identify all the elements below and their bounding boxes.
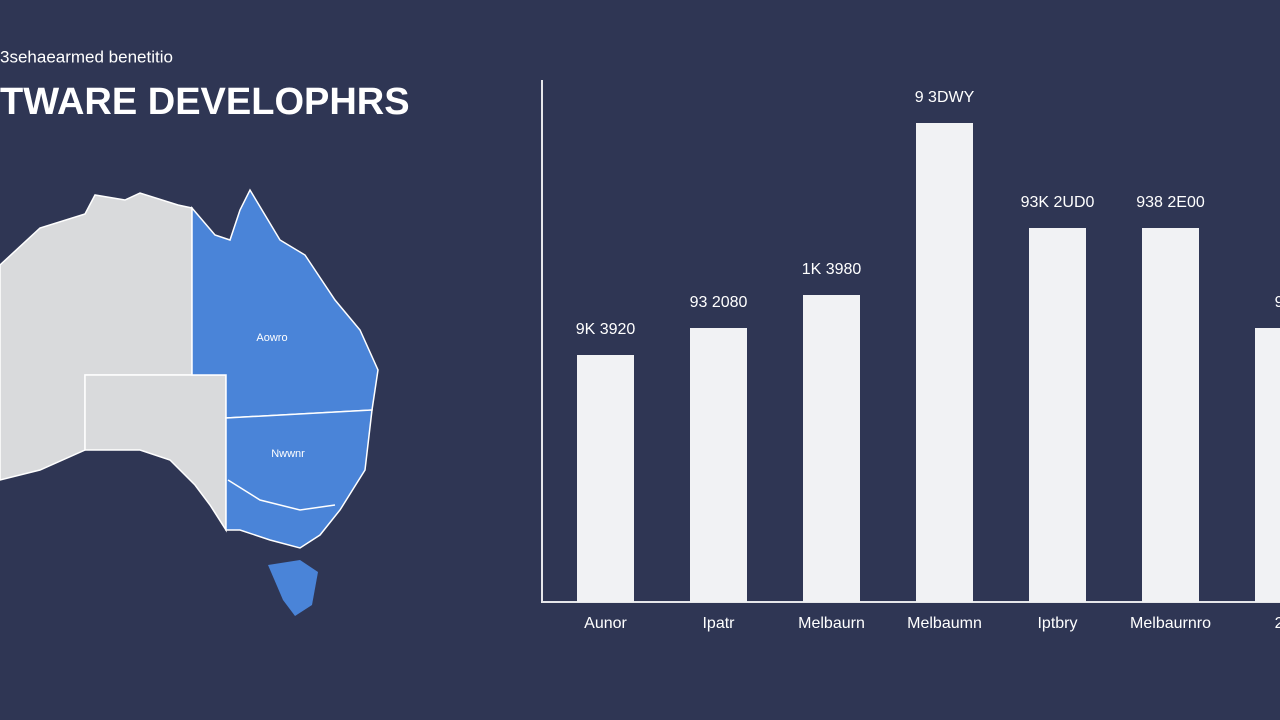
map-tasmania — [268, 560, 318, 616]
bar — [577, 355, 634, 602]
value-label: 9K 3920 — [576, 321, 636, 338]
x-tick-label: Melbaumn — [907, 615, 982, 632]
value-label: 94 — [1275, 294, 1280, 311]
map-nsw — [225, 409, 373, 549]
map-west — [0, 192, 193, 481]
title: TWARE DEVELOPHRS — [0, 81, 410, 123]
x-tick-label: Aunor — [584, 615, 627, 632]
map-label: Nwwnr — [271, 448, 305, 460]
value-label: 93K 2UD0 — [1021, 194, 1095, 211]
subtitle: 3sehaearmed benetitio — [0, 47, 173, 66]
map-qld — [191, 188, 379, 419]
bar — [1255, 328, 1280, 602]
value-label: 1K 3980 — [802, 261, 862, 278]
value-label: 938 2E00 — [1136, 194, 1205, 211]
bar — [1142, 228, 1199, 602]
map-border — [227, 479, 336, 511]
bar — [690, 328, 747, 602]
bar — [916, 123, 973, 602]
bar — [803, 295, 860, 602]
x-tick-label: 2a — [1275, 615, 1280, 632]
x-tick-label: Melbaurn — [798, 615, 865, 632]
map: Aowro Nwwnr — [0, 188, 379, 616]
map-label: Aowro — [256, 332, 287, 344]
value-label: 9 3DWY — [915, 89, 975, 106]
bar — [1029, 228, 1086, 602]
x-tick-label: Melbaurnro — [1130, 615, 1211, 632]
value-label: 93 2080 — [690, 294, 748, 311]
x-tick-label: Ipatr — [702, 615, 735, 632]
x-tick-label: Iptbry — [1037, 615, 1077, 632]
